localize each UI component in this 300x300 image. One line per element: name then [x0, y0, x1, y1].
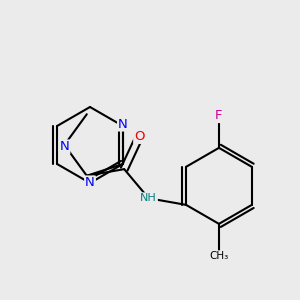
Text: N: N: [60, 140, 69, 154]
Text: N: N: [85, 176, 95, 190]
Text: F: F: [215, 109, 223, 122]
Text: N: N: [118, 118, 128, 130]
Text: O: O: [134, 130, 145, 143]
Text: CH₃: CH₃: [209, 251, 229, 261]
Text: NH: NH: [140, 193, 157, 203]
